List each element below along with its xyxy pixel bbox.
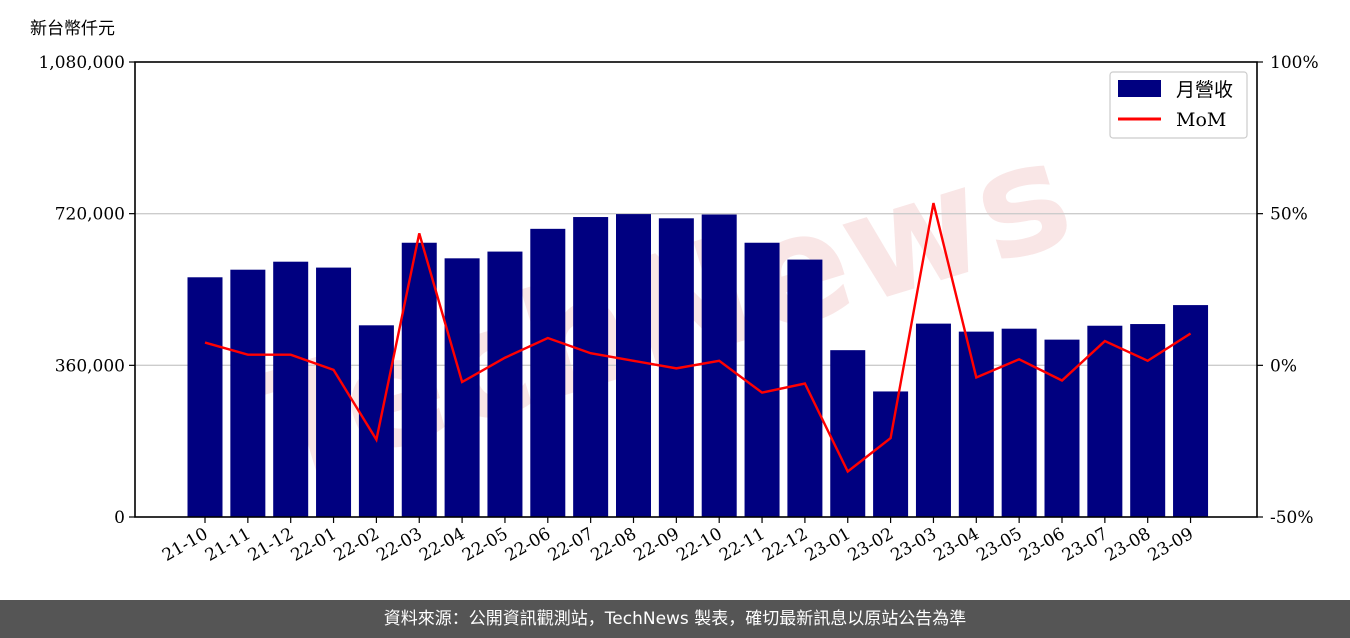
bar-22-06 bbox=[530, 228, 566, 518]
right-tick-label: 100% bbox=[1270, 53, 1319, 73]
bar-21-11 bbox=[230, 269, 266, 517]
x-tick-label-23-07: 23-07 bbox=[1059, 524, 1111, 566]
x-tick-label-22-08: 22-08 bbox=[588, 524, 640, 566]
x-tick-label-23-04: 23-04 bbox=[930, 524, 982, 566]
x-tick-label-22-07: 22-07 bbox=[545, 524, 597, 566]
x-tick-label-22-03: 22-03 bbox=[373, 524, 425, 566]
x-tick-label-22-04: 22-04 bbox=[416, 524, 468, 566]
x-tick-label-23-05: 23-05 bbox=[973, 524, 1025, 566]
x-tick-label-23-09: 23-09 bbox=[1145, 524, 1197, 566]
bar-22-08 bbox=[616, 214, 651, 518]
bar-23-04 bbox=[958, 331, 994, 517]
plot-frame bbox=[134, 61, 1258, 518]
x-tick-label-23-02: 23-02 bbox=[845, 524, 897, 566]
left-tick-label: 360,000 bbox=[55, 356, 125, 376]
source-footer: 資料來源：公開資訊觀測站，TechNews 製表，確切最新訊息以原站公告為準 bbox=[0, 600, 1350, 638]
bar-22-01 bbox=[316, 267, 352, 517]
bar-23-09 bbox=[1173, 305, 1209, 517]
right-tick-label: 50% bbox=[1270, 205, 1308, 225]
x-tick-label-22-10: 22-10 bbox=[673, 524, 725, 566]
x-tick-label-23-06: 23-06 bbox=[1016, 524, 1068, 566]
bar-23-07 bbox=[1087, 325, 1123, 517]
x-tick-label-22-01: 22-01 bbox=[288, 524, 340, 566]
bar-23-05 bbox=[1001, 328, 1037, 517]
bar-22-05 bbox=[487, 251, 523, 518]
bar-22-10 bbox=[701, 214, 737, 517]
legend-label-mom: MoM bbox=[1176, 109, 1226, 131]
revenue-bars bbox=[187, 214, 1209, 518]
left-tick-label: 0 bbox=[114, 508, 125, 528]
left-tick-label: 720,000 bbox=[55, 205, 125, 225]
x-tick-label-22-11: 22-11 bbox=[716, 524, 768, 566]
x-tick-label-22-06: 22-06 bbox=[502, 524, 554, 566]
x-tick-label-23-03: 23-03 bbox=[888, 524, 940, 566]
bar-23-06 bbox=[1044, 339, 1080, 517]
bar-23-03 bbox=[915, 323, 951, 517]
bar-22-12 bbox=[787, 259, 823, 517]
x-tick-label-22-09: 22-09 bbox=[630, 524, 682, 566]
left-tick-label: 1,080,000 bbox=[38, 53, 125, 73]
x-tick-label-21-11: 21-11 bbox=[202, 524, 254, 566]
x-tick-label-23-08: 23-08 bbox=[1102, 524, 1154, 566]
bar-21-10 bbox=[187, 277, 223, 517]
legend: 月營收 MoM bbox=[1109, 71, 1248, 139]
x-tick-label-22-05: 22-05 bbox=[459, 524, 511, 566]
unit-label: 新台幣仟元 bbox=[30, 19, 115, 39]
chart-canvas: TechNews 0360,000720,0001,080,000-50%0%5… bbox=[30, 19, 1319, 566]
x-tick-label-23-01: 23-01 bbox=[802, 524, 854, 566]
bar-23-01 bbox=[830, 350, 866, 517]
bar-22-11 bbox=[744, 242, 780, 517]
bar-22-03 bbox=[401, 242, 437, 517]
mom-series-line bbox=[204, 202, 1192, 474]
right-tick-label: -50% bbox=[1270, 508, 1314, 528]
right-tick-label: 0% bbox=[1270, 356, 1297, 376]
mom-line bbox=[204, 202, 1192, 474]
legend-label-revenue: 月營收 bbox=[1176, 79, 1233, 101]
x-tick-label-22-12: 22-12 bbox=[759, 524, 811, 566]
bar-23-02 bbox=[873, 391, 909, 517]
bar-22-04 bbox=[444, 258, 480, 517]
bar-22-07 bbox=[573, 217, 609, 517]
bar-21-12 bbox=[273, 261, 309, 517]
x-tick-label-21-12: 21-12 bbox=[245, 524, 297, 566]
legend-bar-swatch bbox=[1118, 80, 1161, 97]
x-tick-label-22-02: 22-02 bbox=[330, 524, 382, 566]
x-tick-label-21-10: 21-10 bbox=[159, 524, 211, 566]
axes bbox=[134, 61, 1258, 518]
